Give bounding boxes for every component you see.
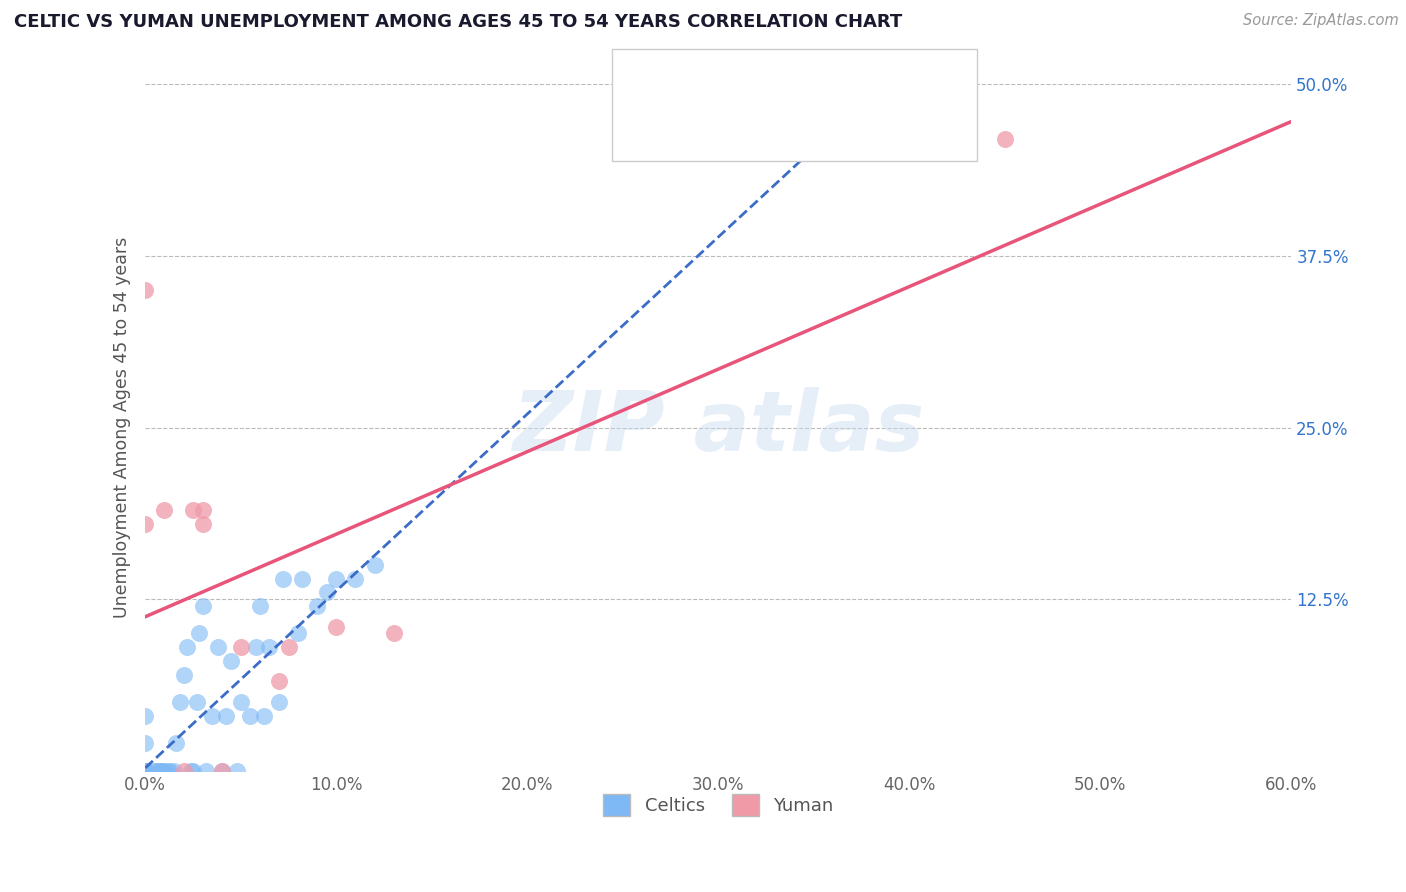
Point <box>239 708 262 723</box>
Point <box>173 667 195 681</box>
Text: CELTIC VS YUMAN UNEMPLOYMENT AMONG AGES 45 TO 54 YEARS CORRELATION CHART: CELTIC VS YUMAN UNEMPLOYMENT AMONG AGES … <box>14 13 903 31</box>
Point <box>226 764 249 778</box>
Point <box>325 572 347 586</box>
Point <box>148 764 170 778</box>
Point <box>134 764 156 778</box>
Point <box>249 599 271 613</box>
Point <box>191 516 214 531</box>
Point <box>229 695 252 709</box>
Point <box>134 764 156 778</box>
Point <box>191 599 214 613</box>
Point <box>382 626 405 640</box>
Point <box>134 764 156 778</box>
Point <box>134 764 156 778</box>
Point <box>253 708 276 723</box>
Text: ZIP atlas: ZIP atlas <box>512 387 925 468</box>
Point <box>207 640 229 655</box>
Point <box>267 695 290 709</box>
Point <box>325 619 347 633</box>
Point <box>176 640 198 655</box>
Point <box>259 640 281 655</box>
Text: N = 49: N = 49 <box>837 71 900 89</box>
Text: Source: ZipAtlas.com: Source: ZipAtlas.com <box>1243 13 1399 29</box>
Point <box>181 764 204 778</box>
Point <box>994 132 1017 146</box>
Point <box>187 626 209 640</box>
Point <box>277 640 299 655</box>
Text: R = 0.671: R = 0.671 <box>689 114 779 132</box>
Point <box>153 503 176 517</box>
Point <box>344 572 367 586</box>
Point <box>219 654 242 668</box>
Point <box>134 736 156 750</box>
Point <box>149 764 172 778</box>
Point <box>315 585 337 599</box>
Text: N = 14: N = 14 <box>837 114 900 132</box>
Point <box>143 764 166 778</box>
Y-axis label: Unemployment Among Ages 45 to 54 years: Unemployment Among Ages 45 to 54 years <box>114 237 131 618</box>
Point <box>307 599 329 613</box>
Point <box>134 764 156 778</box>
Point <box>195 764 218 778</box>
Point <box>143 764 166 778</box>
Point <box>152 764 174 778</box>
Point <box>169 695 191 709</box>
Point <box>363 558 385 572</box>
Point <box>163 764 186 778</box>
Legend: Celtics, Yuman: Celtics, Yuman <box>596 787 841 823</box>
Point <box>291 572 314 586</box>
Point <box>245 640 267 655</box>
Point <box>159 764 181 778</box>
Point <box>186 695 208 709</box>
Point <box>267 674 290 689</box>
Point <box>229 640 252 655</box>
Point <box>134 708 156 723</box>
Point <box>201 708 224 723</box>
Point <box>157 764 180 778</box>
Point <box>271 572 294 586</box>
Point <box>211 764 233 778</box>
Point <box>191 503 214 517</box>
Point <box>134 764 156 778</box>
Point <box>153 764 176 778</box>
Point <box>181 503 204 517</box>
Point <box>180 764 202 778</box>
Point <box>211 764 233 778</box>
Point <box>287 626 309 640</box>
Point <box>165 736 187 750</box>
Point <box>134 764 156 778</box>
Point <box>134 516 156 531</box>
Point <box>134 283 156 297</box>
Text: R = 0.184: R = 0.184 <box>689 71 779 89</box>
Point <box>214 708 236 723</box>
Point <box>173 764 195 778</box>
Point <box>134 764 156 778</box>
